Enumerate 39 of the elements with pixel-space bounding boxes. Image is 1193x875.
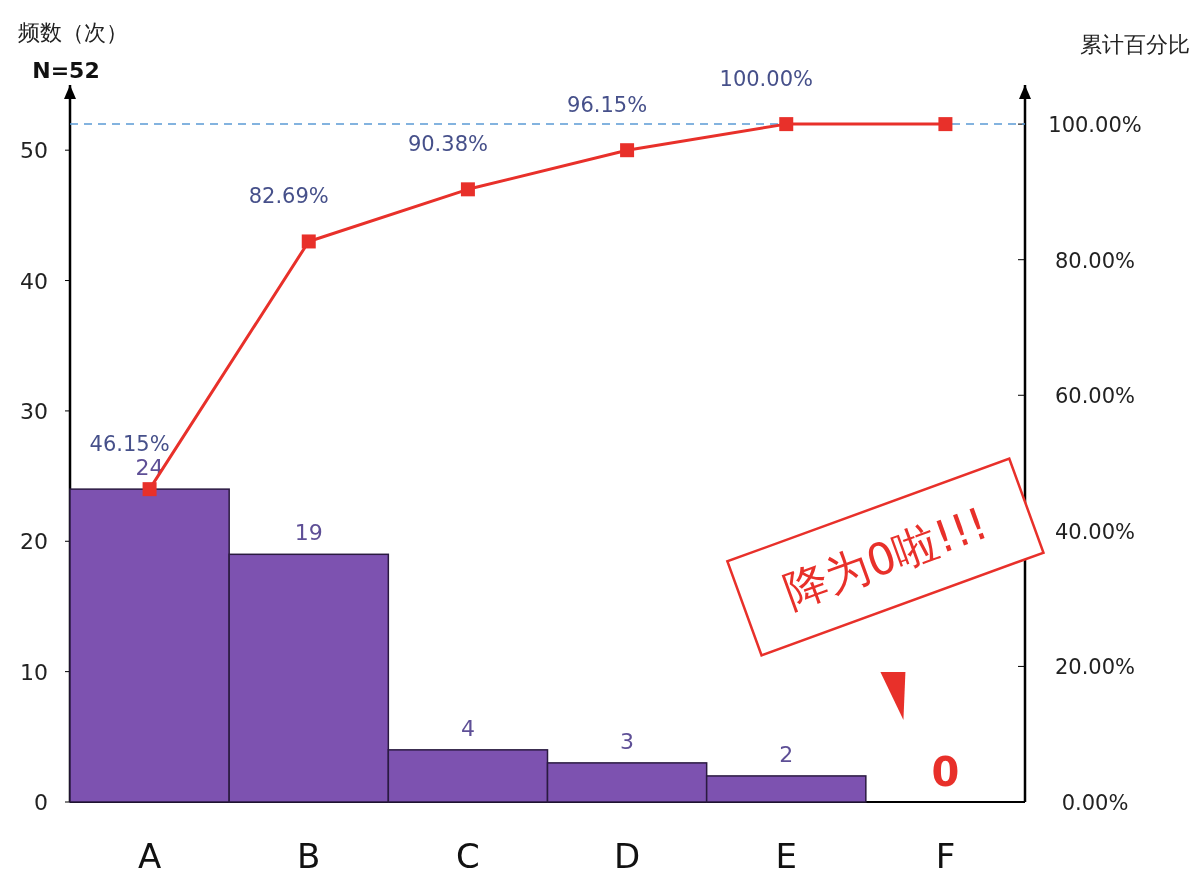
data-label: 2 <box>779 741 794 767</box>
y2-tick-label: 80.00% <box>1054 248 1136 273</box>
x-tick-label: D <box>613 836 641 875</box>
point <box>779 117 794 132</box>
x-tick-label: F <box>935 836 956 875</box>
annotation: 降为0啦!!! <box>776 497 995 618</box>
data-label: 4 <box>460 715 475 741</box>
data-label: 19 <box>294 520 323 546</box>
x-tick-label: A <box>137 836 162 875</box>
point <box>142 482 157 497</box>
y2-axis-title: 累计百分比 <box>1080 32 1190 57</box>
y-tick-label: 50 <box>20 138 48 164</box>
y-tick-label: 10 <box>20 659 48 685</box>
x-tick-label: C <box>456 836 480 875</box>
y2-tick-label: 20.00% <box>1054 655 1136 680</box>
y-tick-label: 0 <box>34 790 48 815</box>
y2-tick-label: 0.00% <box>1061 791 1129 815</box>
y-axis-title: 频数（次） <box>18 20 128 45</box>
data-label: 3 <box>620 728 635 754</box>
text: N=52 <box>32 58 100 83</box>
data-label: 46.15% <box>89 432 170 457</box>
point <box>938 117 953 132</box>
point <box>460 182 475 197</box>
point <box>301 234 316 249</box>
y2-tick-label: 100.00% <box>1048 113 1142 138</box>
x-tick-label: B <box>297 836 321 875</box>
data-label: 96.15% <box>567 93 648 118</box>
x-tick-label: E <box>775 836 797 875</box>
y2-tick-label: 40.00% <box>1054 519 1136 544</box>
data-label: 100.00% <box>719 67 813 92</box>
data-label: 82.69% <box>248 184 329 209</box>
point <box>620 143 635 158</box>
data-label: 90.38% <box>407 132 488 157</box>
data-label: 0 <box>931 749 960 795</box>
y-tick-label: 40 <box>20 268 48 294</box>
y2-tick-label: 60.00% <box>1054 384 1136 409</box>
callout: 降为0啦!!! <box>725 457 1046 720</box>
y-tick-label: 30 <box>20 398 48 424</box>
y-tick-label: 20 <box>20 529 48 555</box>
